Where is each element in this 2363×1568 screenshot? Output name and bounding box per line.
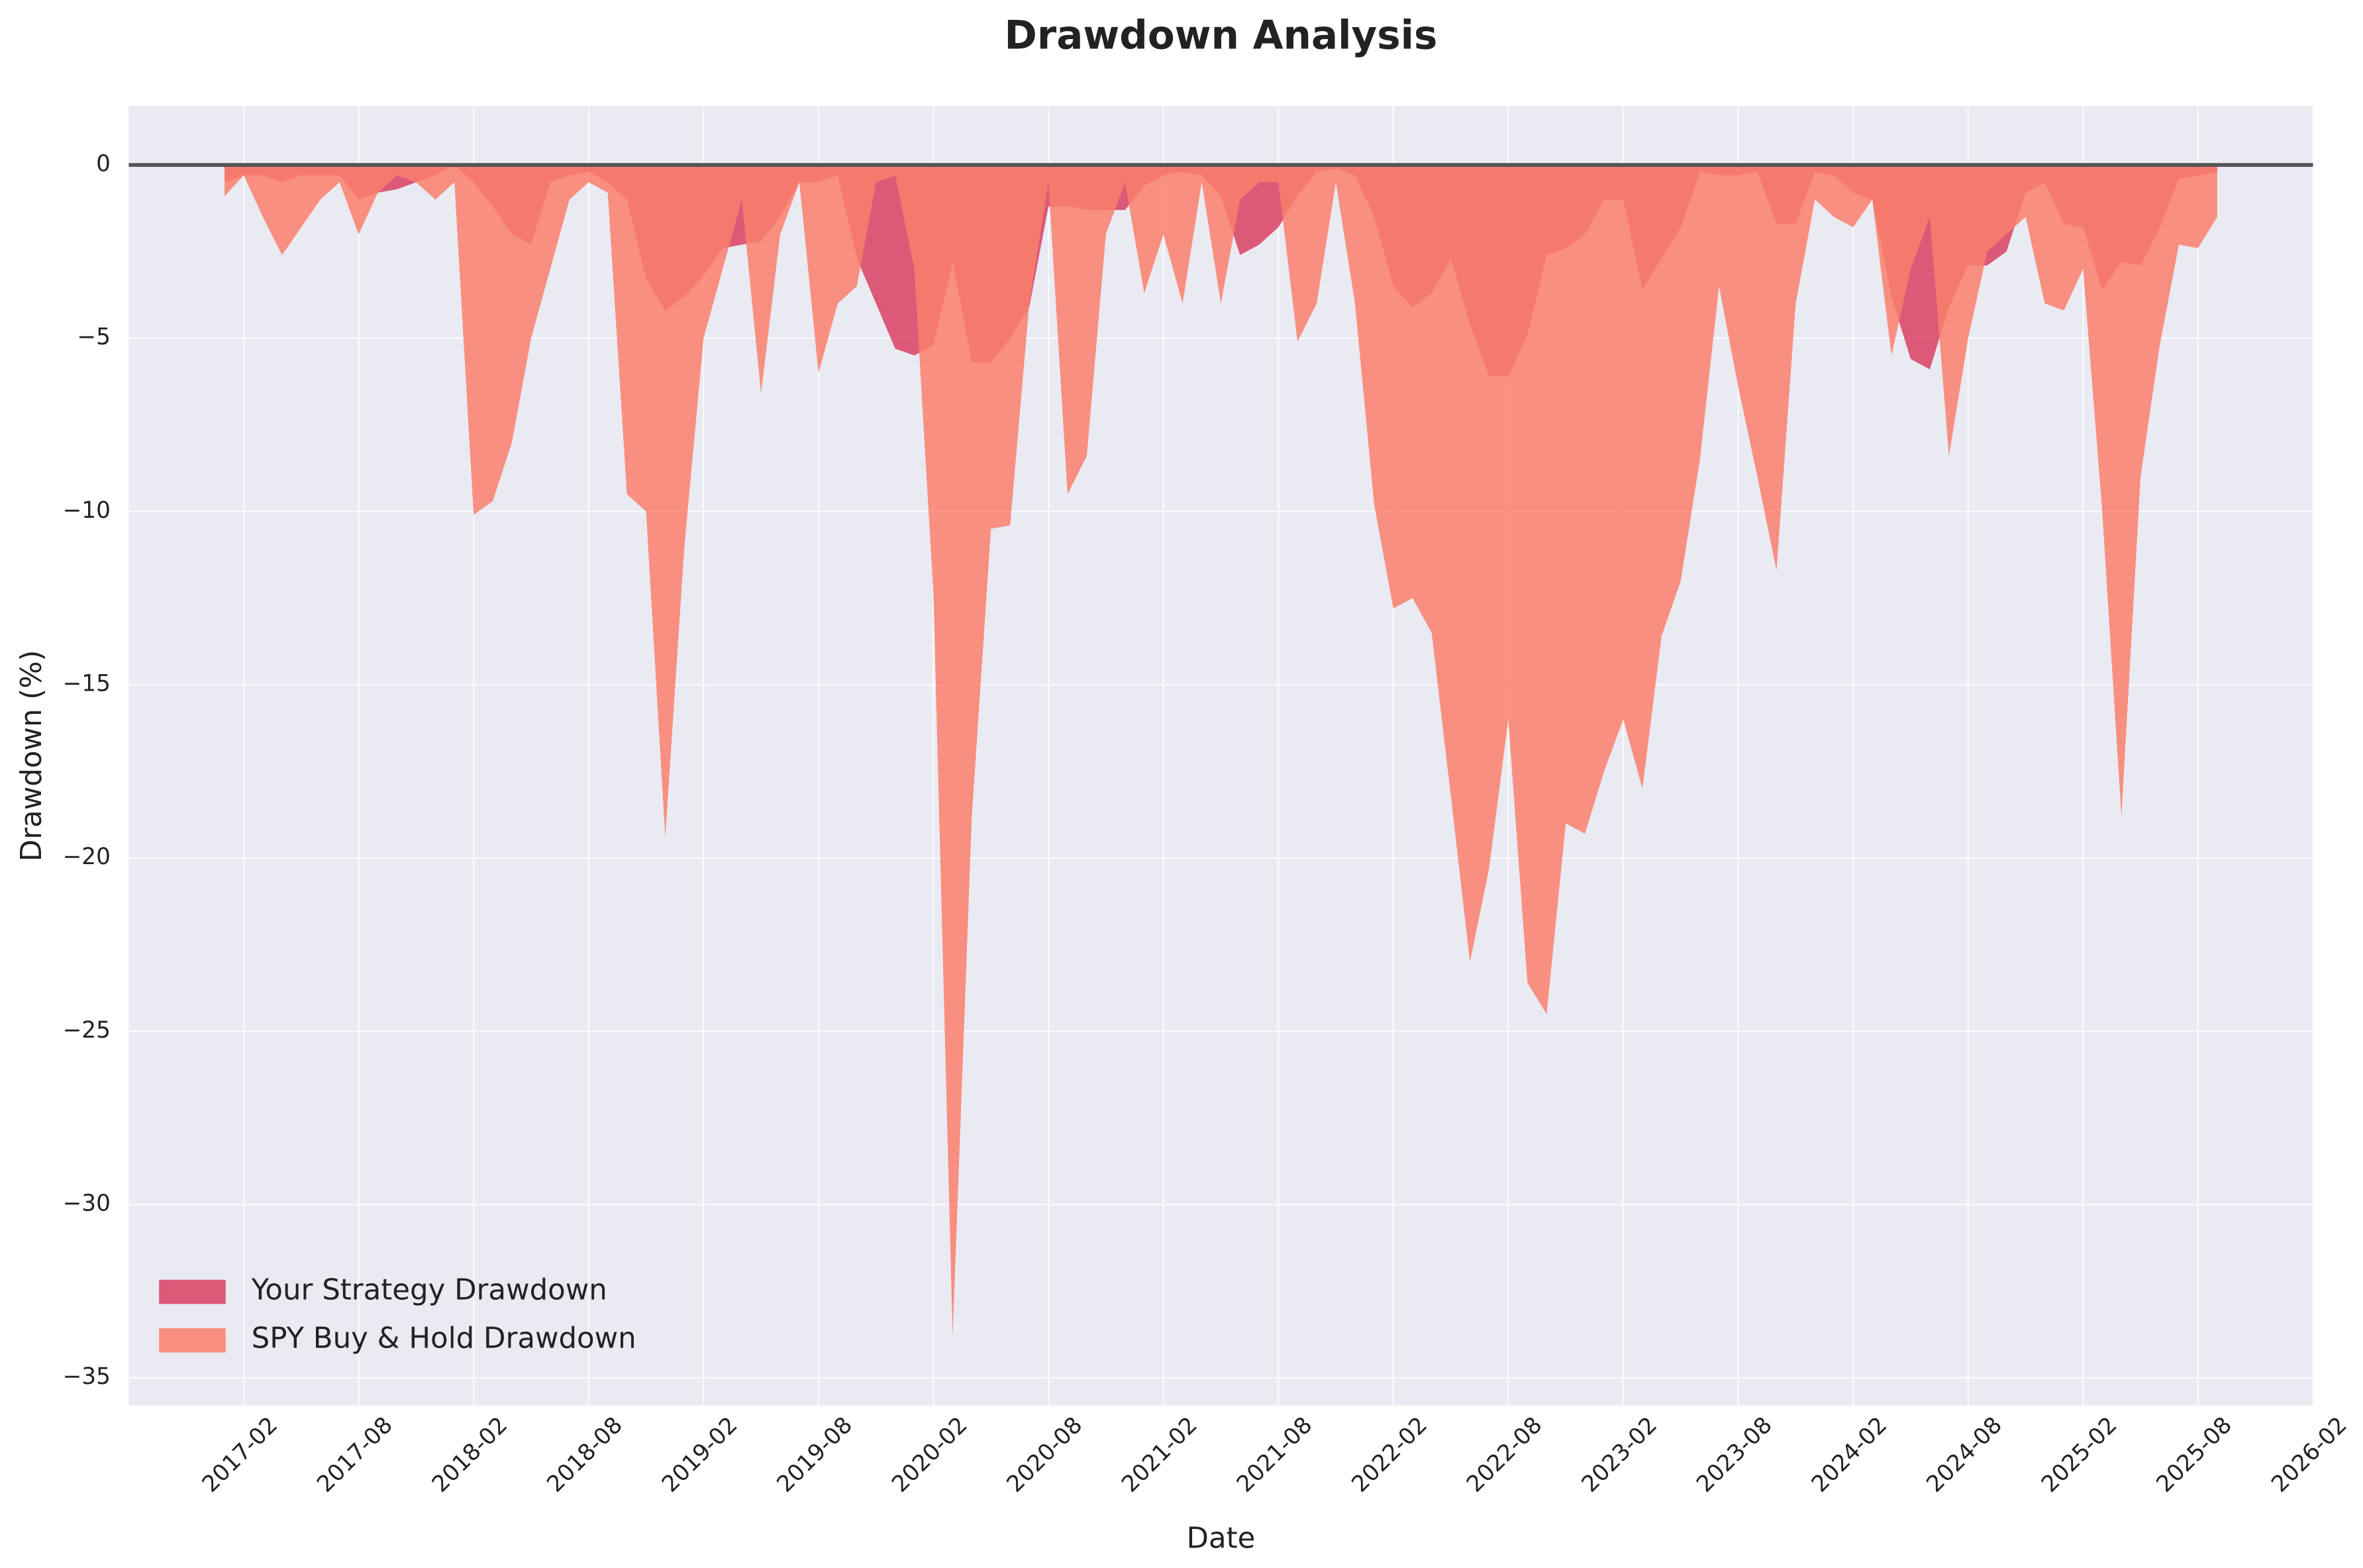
y-axis-label: Drawdown (%) — [15, 650, 48, 862]
y-tick-label: −20 — [63, 844, 111, 870]
x-tick-label: 2019-08 — [772, 1412, 858, 1498]
y-tick-label: −10 — [63, 497, 111, 524]
x-tick-label: 2020-08 — [1002, 1412, 1088, 1498]
x-tick-label: 2024-08 — [1921, 1412, 2007, 1498]
x-tick-label: 2024-02 — [1807, 1412, 1893, 1498]
x-tick-label: 2022-08 — [1462, 1412, 1548, 1498]
y-tick-label: −30 — [63, 1191, 111, 1217]
x-tick-label: 2026-02 — [2266, 1412, 2352, 1498]
x-tick-label: 2021-02 — [1117, 1412, 1203, 1498]
x-tick-label: 2023-08 — [1691, 1412, 1778, 1498]
y-tick-label: −25 — [63, 1017, 111, 1044]
y-tick-label: 0 — [96, 151, 111, 177]
x-tick-label: 2025-02 — [2036, 1412, 2123, 1498]
x-tick-label: 2023-02 — [1577, 1412, 1663, 1498]
legend-label: SPY Buy & Hold Drawdown — [252, 1322, 636, 1355]
x-tick-label: 2025-08 — [2151, 1412, 2237, 1498]
legend-label: Your Strategy Drawdown — [251, 1274, 607, 1307]
y-tick-label: −5 — [77, 324, 111, 350]
y-tick-label: −15 — [63, 671, 111, 697]
x-tick-label: 2020-02 — [887, 1412, 973, 1498]
x-tick-label: 2018-02 — [427, 1412, 513, 1498]
x-tick-label: 2022-02 — [1346, 1412, 1433, 1498]
x-tick-label: 2018-08 — [542, 1412, 628, 1498]
y-tick-label: −35 — [63, 1363, 111, 1390]
x-tick-label: 2017-08 — [312, 1412, 398, 1498]
legend-swatch — [159, 1279, 226, 1304]
chart-title: Drawdown Analysis — [1005, 13, 1438, 58]
x-axis-label: Date — [1187, 1522, 1256, 1555]
x-tick-label: 2021-08 — [1232, 1412, 1318, 1498]
legend-swatch — [159, 1328, 226, 1353]
x-tick-label: 2017-02 — [197, 1412, 283, 1498]
x-tick-label: 2019-02 — [657, 1412, 743, 1498]
